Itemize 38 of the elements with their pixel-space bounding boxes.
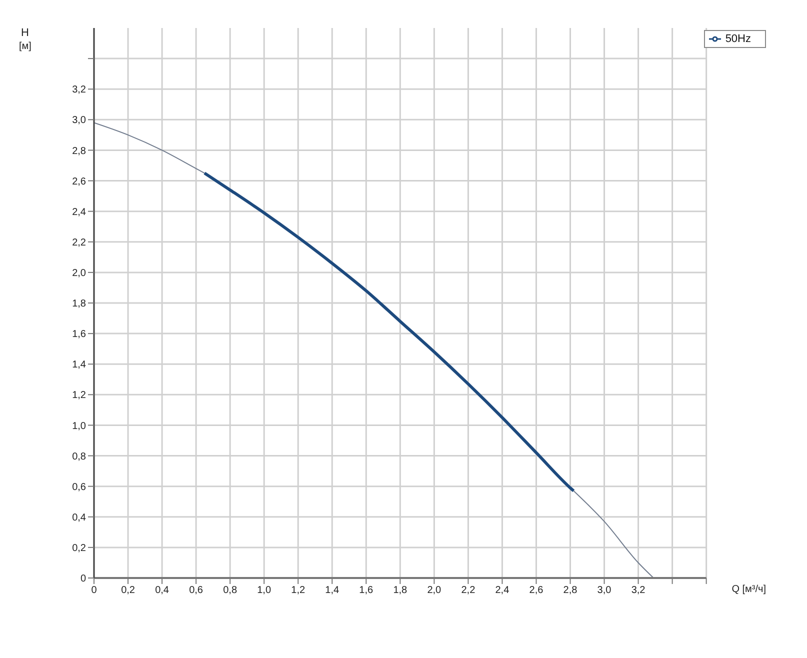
- y-tick-label: 2,0: [72, 268, 86, 279]
- y-tick-label: 2,6: [72, 176, 86, 188]
- x-tick-label: 1,2: [291, 585, 306, 596]
- x-tick-label: 2,8: [563, 585, 578, 596]
- y-tick-label: 2,8: [72, 146, 86, 157]
- y-tick-label: 0,8: [72, 451, 86, 462]
- x-tick-label: 0: [91, 585, 98, 596]
- x-tick-label: 0,4: [155, 585, 170, 596]
- x-tick-label: 2,0: [427, 585, 442, 596]
- y-axis-title: H [м]: [19, 27, 32, 52]
- y-tick-label: 2,4: [72, 206, 86, 218]
- y-tick-label: 1,4: [72, 360, 86, 371]
- y-tick-label: 1,8: [72, 298, 86, 310]
- x-tick-label: 2,2: [461, 585, 476, 596]
- x-tick-label: 0,8: [223, 585, 238, 596]
- x-tick-label: 1,0: [257, 585, 272, 596]
- y-tick-label: 0: [80, 574, 86, 585]
- y-tick-label: 1,2: [72, 390, 86, 402]
- x-tick-label: 1,4: [325, 585, 340, 596]
- x-tick-label: 0,2: [121, 585, 136, 596]
- y-tick-label: 3,0: [72, 115, 86, 126]
- line-series: [203, 172, 576, 492]
- y-tick-label: 2,2: [72, 237, 86, 248]
- y-tick-label: 0,6: [72, 482, 86, 493]
- x-tick-label: 0,6: [189, 585, 204, 596]
- x-tick-label: 2,4: [495, 585, 510, 596]
- y-tick-label: 1,6: [72, 329, 86, 340]
- y-tick-label: 3,2: [72, 84, 86, 96]
- x-tick-label: 1,6: [359, 585, 374, 596]
- x-axis-title: Q [м³/ч]: [732, 584, 766, 595]
- x-tick-label: 3,2: [631, 585, 646, 596]
- y-tick-label: 0,4: [72, 512, 86, 524]
- x-tick-label: 1,8: [393, 585, 408, 596]
- y-tick-label: 1,0: [72, 420, 86, 432]
- x-tick-label: 3,0: [597, 585, 612, 596]
- x-tick-label: 2,6: [529, 585, 544, 596]
- legend-label: 50Hz: [725, 33, 751, 45]
- y-tick-label: 0,2: [72, 542, 86, 554]
